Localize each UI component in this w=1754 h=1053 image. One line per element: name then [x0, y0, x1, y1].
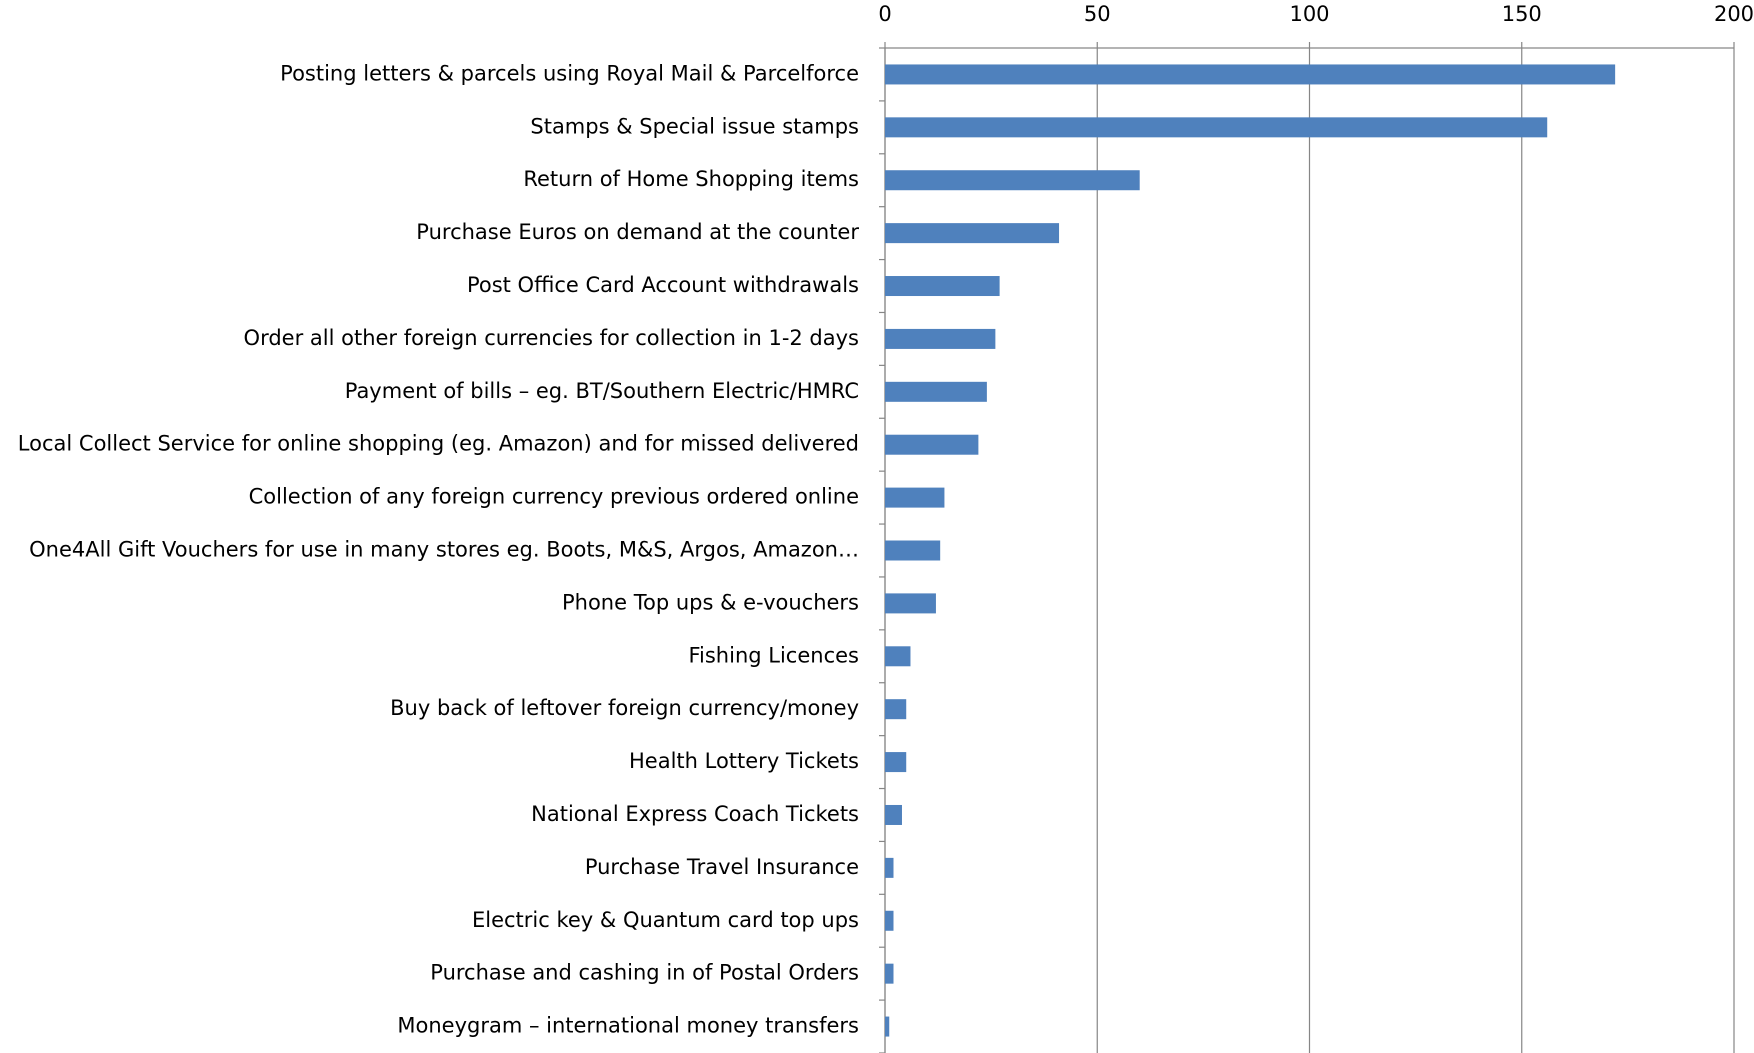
y-tick-label: Posting letters & parcels using Royal Ma…	[280, 61, 859, 85]
y-tick-label: Order all other foreign currencies for c…	[244, 326, 859, 350]
y-tick-label: Purchase Travel Insurance	[585, 855, 859, 879]
y-tick-label: Buy back of leftover foreign currency/mo…	[390, 696, 859, 720]
bar	[885, 434, 979, 455]
bar	[885, 64, 1616, 85]
y-tick-label: Fishing Licences	[688, 643, 859, 667]
y-tick-label: One4All Gift Vouchers for use in many st…	[29, 538, 859, 562]
x-tick-label: 150	[1502, 2, 1542, 26]
bar	[885, 276, 1000, 297]
y-tick-label: Purchase Euros on demand at the counter	[416, 220, 859, 244]
x-tick-label: 200	[1714, 2, 1754, 26]
bar	[885, 752, 907, 773]
y-tick-label: Moneygram – international money transfer…	[397, 1014, 859, 1038]
y-tick-label: Stamps & Special issue stamps	[530, 114, 859, 138]
y-tick-label: Phone Top ups & e-vouchers	[562, 590, 859, 614]
bar	[885, 593, 936, 614]
bar	[885, 540, 941, 561]
bar	[885, 857, 894, 878]
bar	[885, 117, 1548, 138]
bar	[885, 910, 894, 931]
bar	[885, 487, 945, 508]
bar	[885, 804, 902, 825]
y-tick-label: Payment of bills – eg. BT/Southern Elect…	[345, 379, 859, 403]
bar	[885, 1016, 890, 1037]
bar	[885, 223, 1060, 244]
y-tick-label: Electric key & Quantum card top ups	[472, 908, 859, 932]
x-tick-label: 100	[1289, 2, 1329, 26]
y-tick-label: Collection of any foreign currency previ…	[249, 485, 859, 509]
y-tick-label: National Express Coach Tickets	[531, 802, 859, 826]
bar	[885, 170, 1140, 191]
bar	[885, 699, 907, 720]
y-tick-label: Local Collect Service for online shoppin…	[18, 432, 859, 456]
y-tick-label: Health Lottery Tickets	[629, 749, 859, 773]
bar	[885, 328, 996, 349]
y-tick-label: Return of Home Shopping items	[523, 167, 859, 191]
x-tick-label: 50	[1084, 2, 1111, 26]
y-tick-label: Purchase and cashing in of Postal Orders	[430, 961, 859, 985]
bar	[885, 646, 911, 667]
bar	[885, 381, 987, 402]
x-tick-label: 0	[878, 2, 891, 26]
y-tick-label: Post Office Card Account withdrawals	[467, 273, 859, 297]
bar	[885, 963, 894, 984]
